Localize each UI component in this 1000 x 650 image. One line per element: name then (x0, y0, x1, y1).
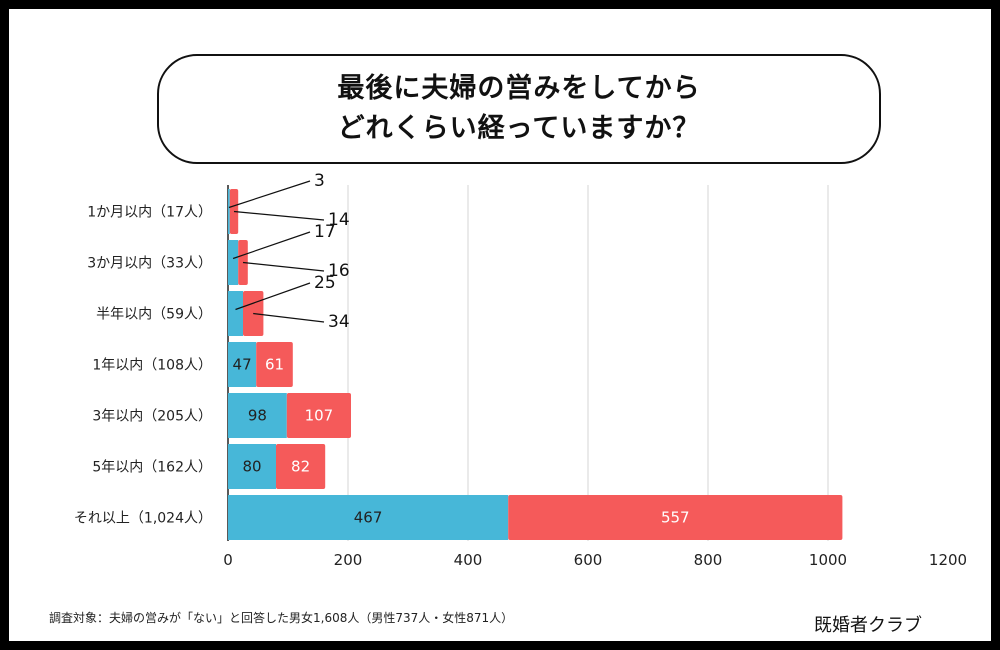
bar-female (256, 342, 293, 387)
bar-male (228, 291, 243, 336)
category-label: 1年以内（108人） (92, 358, 212, 374)
data-label-female: 14 (328, 210, 350, 230)
bar-female (276, 444, 326, 489)
leader-line-female (253, 312, 325, 323)
leader-line-male (235, 282, 311, 311)
leader-line-female (233, 210, 325, 221)
bar-male (228, 393, 287, 438)
data-label-female: 82 (291, 458, 310, 476)
survey-footnote: 調査対象：夫婦の営みが「ない」と回答した男女1,608人（男性737人・女性87… (49, 611, 514, 625)
category-label: 5年以内（162人） (92, 460, 212, 476)
data-label-male: 98 (248, 407, 267, 425)
data-label-male: 3 (314, 171, 325, 191)
x-tick-label: 400 (454, 551, 483, 569)
leader-line-male (232, 231, 311, 260)
category-label: 3年以内（205人） (92, 409, 212, 425)
bar-female (286, 393, 351, 438)
data-label-female: 34 (328, 312, 350, 332)
data-label-female: 107 (305, 407, 334, 425)
category-label: それ以上（1,024人） (74, 511, 212, 527)
bar-male (228, 240, 239, 285)
data-label-female: 557 (661, 509, 690, 527)
category-label: 半年以内（59人） (96, 307, 212, 323)
bar-male (228, 495, 509, 540)
data-label-male: 467 (354, 509, 383, 527)
x-tick-label: 600 (574, 551, 603, 569)
category-label: 1か月以内（17人） (87, 205, 212, 221)
bar-male (228, 189, 230, 234)
x-tick-label: 800 (694, 551, 723, 569)
bar-male (228, 342, 257, 387)
category-label: 3か月以内（33人） (87, 256, 212, 272)
data-label-female: 16 (328, 261, 350, 281)
data-label-male: 80 (242, 458, 261, 476)
bar-male (228, 444, 276, 489)
chart-title-line-1: 最後に夫婦の営みをしてから (337, 73, 701, 104)
brand-label: 既婚者クラブ (814, 615, 922, 636)
leader-line-female (242, 261, 325, 272)
data-label-male: 17 (314, 222, 336, 242)
data-label-male: 47 (233, 356, 252, 374)
x-tick-label: 1200 (929, 551, 967, 569)
bar-female (508, 495, 843, 540)
x-tick-label: 200 (334, 551, 363, 569)
chart-title-line-2: どれくらい経っていますか？ (337, 113, 701, 144)
x-tick-label: 1000 (809, 551, 847, 569)
data-label-male: 25 (314, 273, 336, 293)
leader-line-male (228, 180, 311, 209)
chart-title-box: 最後に夫婦の営みをしてから どれくらい経っていますか？ (157, 54, 881, 164)
x-tick-label: 0 (223, 551, 233, 569)
data-label-female: 61 (265, 356, 284, 374)
